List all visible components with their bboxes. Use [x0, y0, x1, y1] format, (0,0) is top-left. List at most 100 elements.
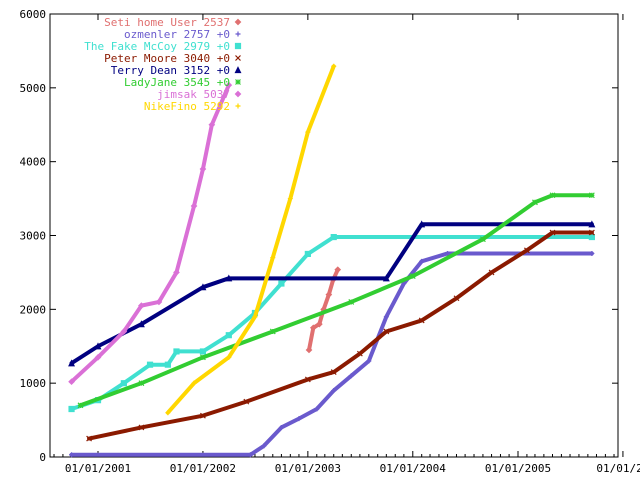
data-point — [199, 283, 207, 291]
data-point — [173, 348, 180, 355]
data-point — [86, 435, 93, 442]
data-point — [331, 388, 337, 394]
data-point — [270, 255, 276, 261]
y-axis: 0 1000 2000 3000 4000 5000 6000 — [20, 8, 618, 464]
data-point — [453, 295, 460, 302]
data-point — [200, 412, 206, 419]
data-point — [316, 320, 323, 328]
legend-label: LadyJane 3545 +0 — [124, 76, 230, 89]
x-tick-label: 01/01/2002 — [170, 462, 236, 475]
data-point — [68, 405, 75, 413]
series-line — [71, 223, 592, 364]
series-5 — [77, 192, 595, 409]
data-point — [120, 328, 128, 335]
legend-item: LadyJane 3545 +0 — [124, 76, 241, 89]
data-point — [409, 273, 416, 280]
x-tick-label: 01/01/2004 — [380, 462, 447, 475]
legend-item: NikeFino 5292 — [144, 100, 241, 113]
legend-marker-icon — [234, 42, 242, 50]
legend-marker-icon — [235, 79, 241, 85]
data-point — [278, 424, 284, 430]
data-point — [261, 443, 267, 449]
legend-item: ozmenler 2757 +0 — [124, 28, 241, 41]
series-1 — [69, 250, 595, 458]
data-point — [305, 129, 311, 135]
data-point — [68, 378, 75, 386]
x-tick-label: 01/01/2001 — [65, 462, 131, 475]
series-band — [69, 222, 594, 366]
legend-label: jimsak 5037 — [157, 88, 230, 101]
data-point — [94, 342, 102, 350]
data-point — [304, 376, 311, 383]
data-point — [382, 274, 390, 282]
series-band — [87, 230, 594, 441]
data-point — [247, 452, 253, 458]
data-point — [418, 317, 425, 324]
series-7 — [165, 63, 337, 416]
data-point — [334, 266, 342, 274]
data-point — [278, 280, 285, 287]
legend-label: The Fake McCoy 2979 +0 — [84, 40, 230, 53]
data-point — [269, 328, 276, 335]
data-point — [419, 258, 425, 264]
data-point — [68, 359, 76, 367]
data-point — [252, 314, 258, 320]
data-point — [94, 353, 102, 361]
x-tick-label: 01/01/20 — [596, 462, 640, 475]
legend-marker-icon — [235, 55, 241, 61]
series-line — [167, 66, 335, 414]
data-point — [199, 348, 207, 355]
data-point — [588, 229, 595, 236]
data-point — [191, 380, 197, 386]
data-point — [309, 324, 317, 332]
data-point — [200, 354, 206, 361]
x-axis: 01/01/2001 01/01/2002 01/01/2003 01/01/2004… — [53, 14, 640, 475]
legend-marker-icon — [234, 18, 242, 26]
data-point — [287, 196, 293, 202]
data-point — [146, 361, 154, 368]
data-point — [383, 328, 390, 335]
data-point — [225, 332, 232, 339]
data-point — [137, 320, 145, 328]
series-line — [80, 194, 592, 406]
series-3 — [86, 229, 595, 442]
data-point — [226, 354, 232, 360]
data-point — [348, 299, 355, 305]
data-point — [138, 380, 145, 387]
data-point — [445, 250, 451, 256]
legend-label: ozmenler 2757 +0 — [124, 28, 230, 41]
data-point — [330, 369, 337, 376]
series-line — [71, 236, 592, 410]
legend-label: Terry Dean 3152 +0 — [111, 64, 230, 77]
data-point — [69, 452, 75, 458]
y-tick-label: 2000 — [20, 303, 47, 316]
legend-item: The Fake McCoy 2979 +0 — [84, 40, 242, 53]
series-line — [71, 252, 592, 456]
legend-item: Terry Dean 3152 +0 — [111, 64, 242, 77]
series-layer — [68, 63, 596, 458]
data-point — [243, 398, 250, 405]
data-point — [588, 192, 595, 199]
data-point — [225, 274, 233, 282]
data-point — [304, 250, 311, 258]
data-point — [164, 361, 171, 368]
data-point — [331, 63, 337, 69]
data-point — [488, 269, 495, 276]
y-tick-label: 1000 — [20, 377, 47, 390]
legend-marker-icon — [235, 31, 241, 37]
data-point — [208, 121, 216, 129]
y-tick-label: 4000 — [20, 156, 47, 169]
data-point — [120, 380, 127, 387]
data-point — [314, 406, 320, 412]
data-point — [549, 192, 556, 199]
series-4 — [68, 220, 596, 367]
data-point — [225, 81, 233, 89]
data-point — [296, 416, 302, 422]
data-point — [199, 165, 207, 173]
data-point — [366, 358, 372, 364]
y-tick-label: 3000 — [20, 230, 47, 243]
data-point — [155, 298, 163, 306]
y-tick-label: 5000 — [20, 82, 47, 95]
